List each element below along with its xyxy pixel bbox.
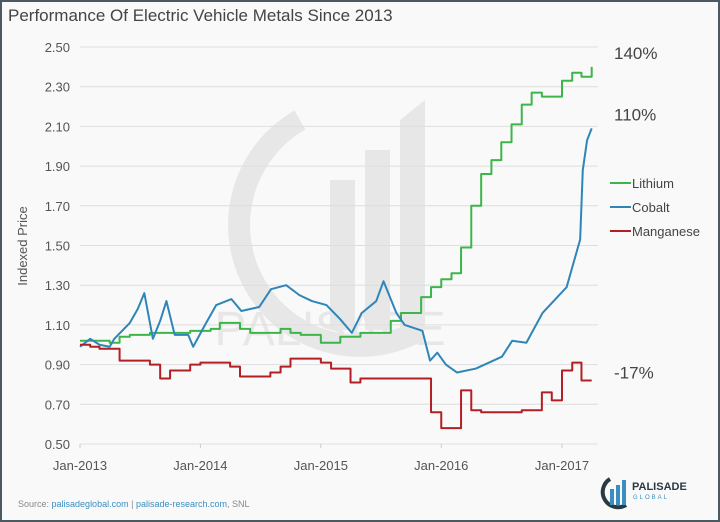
x-tick-label: Jan-2013 <box>53 458 107 473</box>
watermark-logo: PALISADE <box>214 100 446 357</box>
legend-label: Manganese <box>632 224 700 239</box>
chart-title: Performance Of Electric Vehicle Metals S… <box>8 6 393 25</box>
x-tick-label: Jan-2017 <box>535 458 589 473</box>
x-tick-label: Jan-2015 <box>294 458 348 473</box>
y-tick-label: 0.50 <box>45 437 70 452</box>
y-tick-label: 1.30 <box>45 278 70 293</box>
y-tick-label: 1.10 <box>45 318 70 333</box>
logo-subtitle: GLOBAL <box>633 495 670 501</box>
logo-name: PALISADE <box>632 481 687 493</box>
series-line-cobalt <box>79 128 593 374</box>
end-change-label: -17% <box>614 363 654 382</box>
source-link-palisadeglobal[interactable]: palisadeglobal.com <box>51 499 129 509</box>
y-tick-label: 0.70 <box>45 397 70 412</box>
watermark-text: PALISADE <box>214 303 445 356</box>
y-tick-label: 1.50 <box>45 239 70 254</box>
y-tick-label: 2.10 <box>45 119 70 134</box>
legend-label: Cobalt <box>632 200 670 215</box>
legend-label: Lithium <box>632 176 674 191</box>
y-axis-label: Indexed Price <box>15 206 30 286</box>
y-tick-label: 1.70 <box>45 199 70 214</box>
y-tick-label: 0.90 <box>45 358 70 373</box>
x-tick-label: Jan-2014 <box>173 458 227 473</box>
legend-item-cobalt: Cobalt <box>610 200 670 215</box>
y-tick-label: 2.30 <box>45 80 70 95</box>
source-suffix: , SNL <box>226 499 250 509</box>
source-note: Source: palisadeglobal.com | palisade-re… <box>18 499 250 509</box>
legend-item-lithium: Lithium <box>610 176 674 191</box>
source-link-palisade-research[interactable]: palisade-research.com <box>135 499 227 509</box>
palisade-logo: PALISADE GLOBAL <box>596 475 706 511</box>
palisade-logo-icon <box>600 477 628 510</box>
y-tick-label: 1.90 <box>45 159 70 174</box>
source-prefix: Source: <box>18 499 52 509</box>
source-separator: | <box>128 499 136 509</box>
end-change-label: 140% <box>614 44 657 63</box>
end-change-label: 110% <box>614 105 656 124</box>
legend-item-manganese: Manganese <box>610 224 700 239</box>
series-line-manganese <box>80 343 592 430</box>
y-tick-label: 2.50 <box>45 40 70 55</box>
series-line-lithium <box>80 66 593 344</box>
x-tick-label: Jan-2016 <box>414 458 468 473</box>
